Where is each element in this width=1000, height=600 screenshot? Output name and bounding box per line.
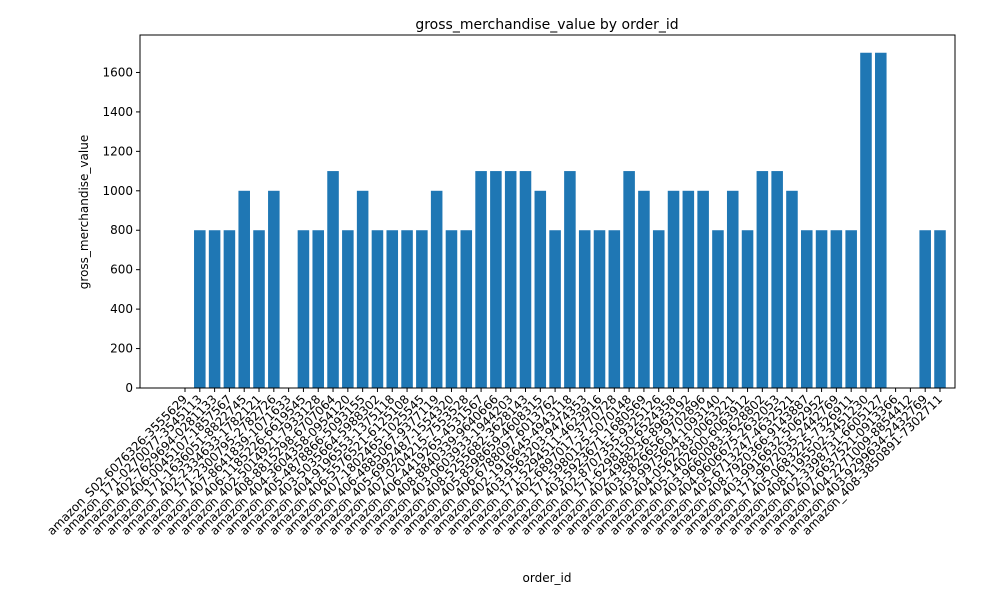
bar: [771, 171, 783, 388]
bar: [371, 230, 384, 388]
bar: [608, 230, 621, 388]
y-tick-label: 800: [110, 223, 133, 237]
bar: [860, 52, 872, 389]
bar: [652, 230, 665, 388]
bar: [238, 190, 250, 388]
bar: [815, 230, 828, 388]
bar: [430, 190, 443, 388]
bar: [919, 230, 931, 388]
bar: [564, 171, 576, 388]
bar: [712, 230, 724, 388]
y-tick-label: 1600: [102, 65, 133, 79]
y-tick-label: 200: [110, 342, 133, 356]
bar: [312, 230, 325, 388]
y-tick-label: 1000: [102, 184, 133, 198]
bar: [342, 230, 354, 388]
bar: [667, 190, 680, 388]
y-tick-label: 600: [110, 263, 133, 277]
bar: [445, 230, 458, 388]
bar: [297, 230, 310, 388]
bar: [623, 171, 635, 388]
bar: [475, 171, 487, 388]
plot-frame: [139, 34, 956, 389]
bar: [593, 230, 606, 388]
bar: [549, 230, 561, 388]
bar: [682, 190, 695, 388]
bar: [253, 230, 265, 388]
y-tick-label: 1200: [102, 144, 133, 158]
bar: [786, 190, 798, 388]
y-tick-label: 0: [125, 381, 133, 395]
bar: [386, 230, 399, 388]
bar: [534, 190, 547, 388]
bar: [934, 230, 946, 388]
bar: [223, 230, 236, 388]
bar: [830, 230, 843, 388]
bar: [875, 52, 887, 389]
bar: [208, 230, 221, 388]
bar: [268, 190, 280, 388]
bar: [416, 230, 428, 388]
bar: [845, 230, 857, 388]
bar: [504, 171, 517, 388]
y-axis-label: gross_merchandise_value: [77, 135, 91, 289]
bar: [490, 171, 502, 388]
bar: [460, 230, 473, 388]
bar: [638, 190, 650, 388]
bar: [401, 230, 413, 388]
y-tick-label: 1400: [102, 105, 133, 119]
bar: [800, 230, 813, 388]
bar: [726, 190, 739, 388]
chart-title: gross_merchandise_value by order_id: [415, 17, 678, 33]
bar: [356, 190, 369, 388]
bar: [327, 171, 339, 388]
bar: [519, 171, 532, 388]
bar: [578, 230, 591, 388]
x-axis-label: order_id: [523, 571, 572, 585]
bar: [697, 190, 709, 388]
bar: [194, 230, 206, 388]
bar: [741, 230, 754, 388]
y-tick-label: 400: [110, 302, 133, 316]
bar: [756, 171, 769, 388]
